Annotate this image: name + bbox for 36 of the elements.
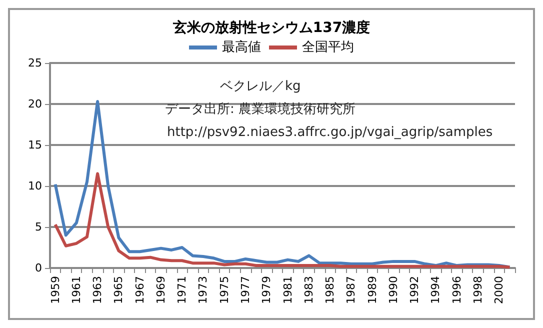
x-tick-label: 1985 (324, 276, 337, 304)
x-tick-label: 1971 (176, 276, 189, 304)
line-series (54, 100, 512, 269)
x-tick-label: 1987 (344, 276, 358, 304)
line-series (54, 172, 512, 269)
x-tick-label: 1983 (302, 276, 316, 304)
x-tick-label: 1977 (239, 276, 252, 304)
legend-label: 最高値 (222, 39, 261, 55)
y-tick-label: 0 (35, 262, 42, 274)
annotation: ベクレル／kg (220, 79, 301, 94)
x-tick-label: 1973 (196, 276, 210, 304)
x-tick-label: 2000 (492, 276, 506, 304)
x-tick-label: 1963 (91, 276, 104, 304)
x-tick-label: 1965 (112, 276, 126, 304)
chart-title: 玄米の放射性セシウム137濃度 (172, 19, 370, 36)
x-tick-label: 1967 (133, 276, 146, 304)
legend-label: 全国平均 (302, 40, 354, 55)
y-tick-label: 15 (28, 138, 42, 152)
x-tick-label: 1969 (154, 276, 168, 304)
x-tick-label: 1961 (70, 276, 83, 304)
annotation: データ出所: 農業環境技術研究所 (165, 101, 356, 117)
x-tick-label: 1981 (281, 276, 294, 304)
y-tick-label: 5 (35, 220, 42, 234)
y-tick-label: 20 (28, 98, 42, 110)
x-tick-label: 1992 (408, 276, 422, 304)
annotation: http://psv92.niaes3.affrc.go.jp/vgai_agrip/samples (167, 125, 493, 140)
y-tick-label: 10 (28, 180, 42, 192)
y-tick-label: 25 (28, 56, 42, 70)
x-tick-label: 1979 (260, 276, 274, 304)
x-tick-label: 1989 (366, 276, 379, 304)
x-tick-label: 1996 (450, 276, 464, 304)
x-tick-label: 1990 (386, 276, 400, 304)
x-tick-label: 1959 (48, 276, 62, 304)
x-tick-label: 1994 (429, 276, 442, 304)
x-tick-label: 1975 (218, 276, 231, 304)
x-tick-label: 1998 (472, 276, 485, 304)
